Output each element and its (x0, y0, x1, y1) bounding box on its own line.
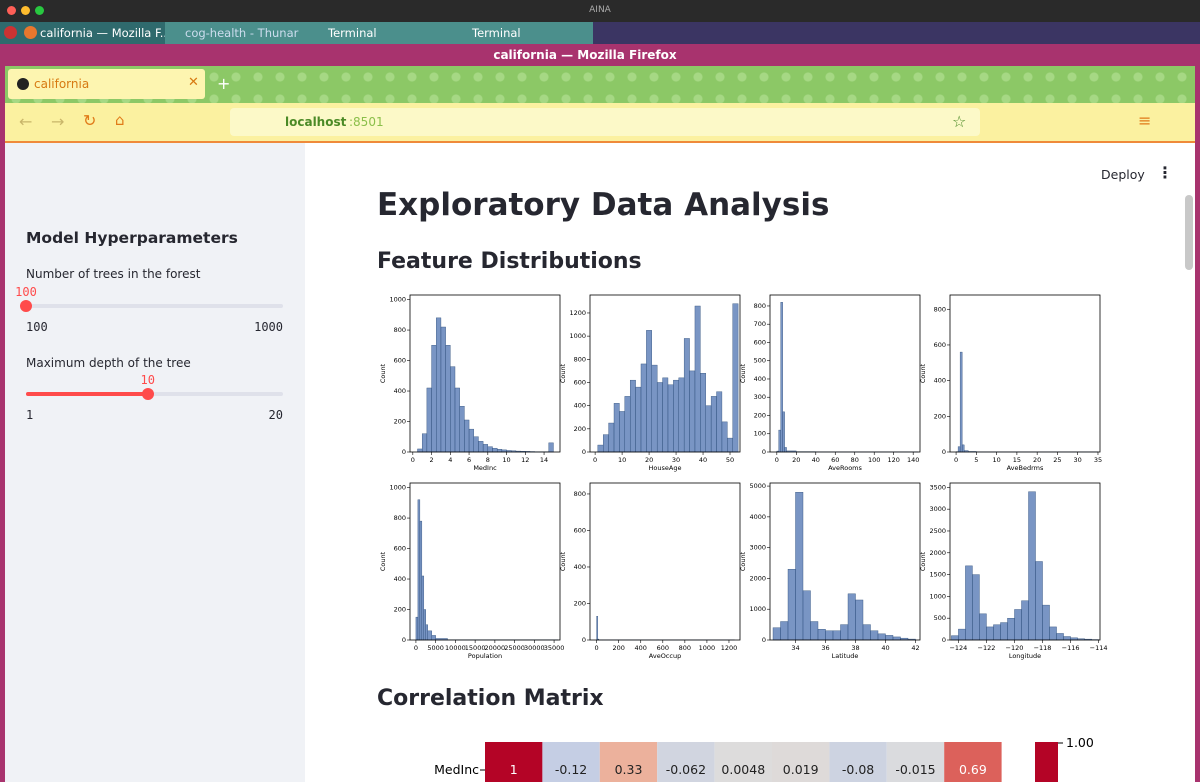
taskbar: california — Mozilla F... cog-health - T… (0, 22, 1200, 44)
task-label: california — Mozilla F... (40, 26, 171, 40)
deploy-button[interactable]: Deploy (1101, 167, 1145, 182)
sidebar: Model Hyperparameters Number of trees in… (5, 143, 305, 782)
os-title: AINA (589, 5, 611, 15)
slider-thumb[interactable] (141, 388, 154, 400)
slider-min: 1 (26, 408, 34, 422)
slider-value: 100 (15, 285, 37, 299)
task-item[interactable]: california — Mozilla F... (0, 22, 171, 44)
main: Deploy ⋮ Exploratory Data Analysis Featu… (305, 143, 1195, 782)
slider-thumb[interactable] (20, 300, 32, 312)
task-label: Terminal (472, 26, 521, 40)
url-host: localhost (285, 115, 347, 129)
sidebar-title: Model Hyperparameters (26, 229, 238, 247)
scrollbar[interactable] (1185, 195, 1193, 270)
slider-label: Maximum depth of the tree (26, 356, 191, 370)
slider-track (26, 304, 283, 308)
task-item[interactable]: Terminal (448, 22, 593, 44)
url-bar[interactable]: localhost :8501 ☆ (230, 108, 980, 136)
window-title-bar: california — Mozilla Firefox (0, 44, 1200, 66)
section-heading: Correlation Matrix (377, 686, 604, 711)
slider-label: Number of trees in the forest (26, 267, 201, 281)
slider-max: 1000 (254, 320, 283, 334)
slider-track (26, 392, 283, 396)
task-item[interactable]: Terminal (305, 22, 448, 44)
task-item[interactable]: cog-health - Thunar (165, 22, 305, 44)
tab-strip: california ✕ + (5, 66, 1195, 103)
task-label: Terminal (328, 26, 377, 40)
tab[interactable]: california ✕ (8, 69, 205, 99)
page-title: Exploratory Data Analysis (377, 187, 830, 223)
tab-title: california (34, 77, 90, 91)
menu-button[interactable]: ⋮ (1157, 163, 1173, 182)
slider-value: 10 (140, 373, 155, 387)
nav-bar: ← → ↻ ⌂ localhost :8501 ☆ ≡ (5, 103, 1195, 143)
slider-min: 100 (26, 320, 48, 334)
url-port: :8501 (349, 115, 384, 129)
task-label: cog-health - Thunar (185, 26, 299, 40)
section-heading: Feature Distributions (377, 249, 642, 274)
slider-max: 20 (268, 408, 283, 422)
slider-fill (26, 392, 148, 396)
os-bar: AINA (0, 0, 1200, 22)
window-title: california — Mozilla Firefox (493, 48, 677, 62)
